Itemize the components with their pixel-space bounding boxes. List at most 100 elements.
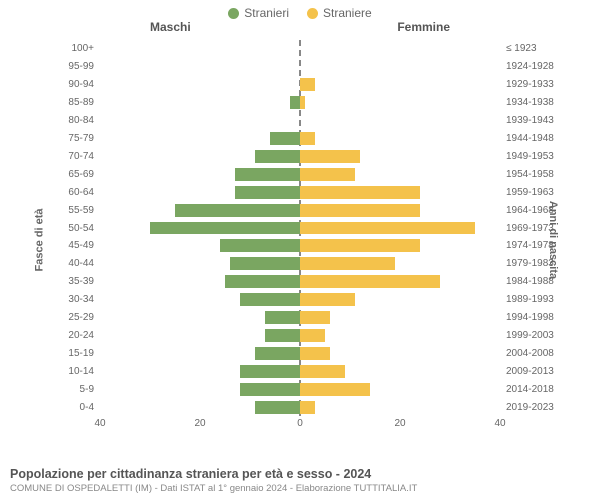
- age-label: 25-29: [68, 312, 94, 323]
- pyramid-row: 35-391984-1988: [100, 273, 500, 291]
- female-bar: [300, 383, 370, 396]
- x-tick: 40: [494, 418, 505, 429]
- male-half: [100, 94, 300, 112]
- male-half: [100, 130, 300, 148]
- male-half: [100, 40, 300, 58]
- male-bar: [255, 401, 300, 414]
- pyramid-row: 5-92014-2018: [100, 380, 500, 398]
- female-half: [300, 362, 500, 380]
- female-bar: [300, 293, 355, 306]
- birth-label: 1954-1958: [506, 169, 554, 180]
- pyramid-row: 100+≤ 1923: [100, 40, 500, 58]
- male-half: [100, 255, 300, 273]
- birth-label: 2009-2013: [506, 366, 554, 377]
- column-headers: Maschi Femmine: [0, 20, 600, 38]
- female-half: [300, 327, 500, 345]
- male-bar: [235, 168, 300, 181]
- age-label: 5-9: [80, 384, 94, 395]
- age-label: 40-44: [68, 258, 94, 269]
- male-bar: [290, 96, 300, 109]
- female-bar: [300, 150, 360, 163]
- female-half: [300, 130, 500, 148]
- male-half: [100, 147, 300, 165]
- female-half: [300, 147, 500, 165]
- age-label: 95-99: [68, 61, 94, 72]
- female-half: [300, 40, 500, 58]
- pyramid-row: 70-741949-1953: [100, 147, 500, 165]
- birth-label: 1959-1963: [506, 187, 554, 198]
- female-half: [300, 237, 500, 255]
- female-half: [300, 344, 500, 362]
- age-label: 50-54: [68, 223, 94, 234]
- age-label: 0-4: [80, 402, 94, 413]
- chart-title: Popolazione per cittadinanza straniera p…: [10, 467, 590, 481]
- pyramid-row: 40-441979-1983: [100, 255, 500, 273]
- male-half: [100, 362, 300, 380]
- male-bar: [240, 365, 300, 378]
- pyramid-row: 75-791944-1948: [100, 130, 500, 148]
- male-bar: [270, 132, 300, 145]
- x-axis: 402002040: [100, 416, 500, 440]
- birth-label: 1924-1928: [506, 61, 554, 72]
- female-bar: [300, 275, 440, 288]
- male-bar: [225, 275, 300, 288]
- male-half: [100, 380, 300, 398]
- male-bar: [255, 150, 300, 163]
- age-label: 20-24: [68, 330, 94, 341]
- pyramid-row: 45-491974-1978: [100, 237, 500, 255]
- female-bar: [300, 222, 475, 235]
- female-half: [300, 58, 500, 76]
- birth-label: 1974-1978: [506, 240, 554, 251]
- age-label: 30-34: [68, 294, 94, 305]
- female-bar: [300, 78, 315, 91]
- x-tick: 0: [297, 418, 303, 429]
- female-half: [300, 309, 500, 327]
- male-half: [100, 201, 300, 219]
- pyramid-row: 10-142009-2013: [100, 362, 500, 380]
- female-bar: [300, 96, 305, 109]
- male-bar: [175, 204, 300, 217]
- male-bar: [255, 347, 300, 360]
- legend-label-female: Straniere: [323, 6, 372, 20]
- pyramid-row: 65-691954-1958: [100, 165, 500, 183]
- male-half: [100, 112, 300, 130]
- birth-label: ≤ 1923: [506, 43, 537, 54]
- age-label: 85-89: [68, 97, 94, 108]
- birth-label: 1934-1938: [506, 97, 554, 108]
- age-label: 60-64: [68, 187, 94, 198]
- x-tick: 20: [194, 418, 205, 429]
- age-label: 15-19: [68, 348, 94, 359]
- female-bar: [300, 365, 345, 378]
- male-bar: [265, 329, 300, 342]
- female-bar: [300, 204, 420, 217]
- female-half: [300, 380, 500, 398]
- pyramid-row: 90-941929-1933: [100, 76, 500, 94]
- birth-label: 1949-1953: [506, 151, 554, 162]
- birth-label: 1964-1968: [506, 205, 554, 216]
- pyramid-plot: Fasce di età Anni di nascita 100+≤ 19239…: [60, 40, 540, 440]
- birth-label: 2014-2018: [506, 384, 554, 395]
- birth-label: 1999-2003: [506, 330, 554, 341]
- female-bar: [300, 347, 330, 360]
- chart-subtitle: COMUNE DI OSPEDALETTI (IM) - Dati ISTAT …: [10, 483, 590, 494]
- male-half: [100, 327, 300, 345]
- male-bar: [230, 257, 300, 270]
- male-half: [100, 219, 300, 237]
- pyramid-row: 20-241999-2003: [100, 327, 500, 345]
- birth-label: 1984-1988: [506, 276, 554, 287]
- male-half: [100, 76, 300, 94]
- age-label: 75-79: [68, 133, 94, 144]
- male-half: [100, 344, 300, 362]
- birth-label: 2004-2008: [506, 348, 554, 359]
- pyramid-row: 80-841939-1943: [100, 112, 500, 130]
- male-half: [100, 273, 300, 291]
- female-bar: [300, 168, 355, 181]
- female-half: [300, 201, 500, 219]
- female-bar: [300, 329, 325, 342]
- birth-label: 2019-2023: [506, 402, 554, 413]
- age-label: 10-14: [68, 366, 94, 377]
- male-half: [100, 58, 300, 76]
- birth-label: 1929-1933: [506, 79, 554, 90]
- age-label: 45-49: [68, 240, 94, 251]
- female-half: [300, 112, 500, 130]
